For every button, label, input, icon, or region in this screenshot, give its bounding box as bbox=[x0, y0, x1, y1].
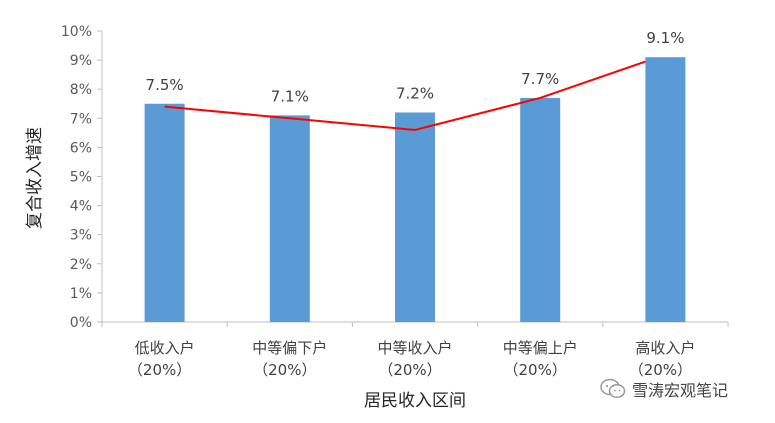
watermark-text: 雪涛宏观笔记 bbox=[632, 381, 729, 400]
y-axis-title: 复合收入增速 bbox=[25, 127, 45, 229]
x-category-label: 低收入户 bbox=[135, 339, 195, 357]
x-category-label: 高收入户 bbox=[635, 339, 695, 357]
y-tick-label: 7% bbox=[70, 111, 92, 127]
bar bbox=[144, 103, 185, 322]
bar bbox=[645, 57, 686, 322]
y-tick-label: 3% bbox=[70, 228, 92, 244]
data-label: 7.1% bbox=[271, 87, 309, 105]
x-category-label: 中等收入户 bbox=[377, 339, 452, 357]
bar bbox=[520, 97, 561, 323]
bar bbox=[269, 115, 310, 322]
y-tick-label: 2% bbox=[70, 257, 92, 273]
x-category-label: 中等偏下户 bbox=[252, 339, 327, 357]
data-label: 7.7% bbox=[521, 70, 559, 88]
y-tick-label: 9% bbox=[70, 53, 92, 69]
y-tick-label: 8% bbox=[70, 82, 92, 98]
y-tick-label: 10% bbox=[61, 24, 92, 40]
bar-series bbox=[144, 57, 686, 323]
x-category-label: 中等偏上户 bbox=[503, 339, 578, 357]
x-category-sublabel: （20%） bbox=[253, 361, 316, 379]
wechat-icon bbox=[600, 378, 626, 399]
x-category-sublabel: （20%） bbox=[629, 361, 692, 379]
y-tick-label: 1% bbox=[70, 286, 92, 302]
data-labels: 7.5% 7.1% 7.2% 7.7% 9.1% bbox=[146, 29, 685, 105]
trendline bbox=[164, 60, 646, 131]
y-tick-label: 5% bbox=[70, 170, 92, 186]
x-axis: 低收入户 （20%） 中等偏下户 （20%） 中等收入户 （20%） 中等偏上户 （20%） 高… bbox=[101, 321, 729, 379]
y-axis: 0% 1% 2% 3% 4% 5% 6% 7% 8% 9% 10% bbox=[61, 24, 103, 331]
y-tick-label: 0% bbox=[70, 315, 92, 331]
bar bbox=[395, 112, 435, 322]
data-label: 7.5% bbox=[146, 76, 184, 94]
data-label: 7.2% bbox=[396, 84, 434, 102]
y-tick-label: 6% bbox=[70, 140, 92, 156]
data-label: 9.1% bbox=[646, 29, 684, 47]
x-category-sublabel: （20%） bbox=[504, 361, 567, 379]
x-axis-title: 居民收入区间 bbox=[364, 391, 466, 411]
x-category-sublabel: （20%） bbox=[378, 361, 441, 379]
x-category-sublabel: （20%） bbox=[128, 361, 191, 379]
y-tick-label: 4% bbox=[70, 199, 92, 215]
watermark: 雪涛宏观笔记 bbox=[600, 377, 728, 401]
trendline-series bbox=[164, 60, 646, 131]
